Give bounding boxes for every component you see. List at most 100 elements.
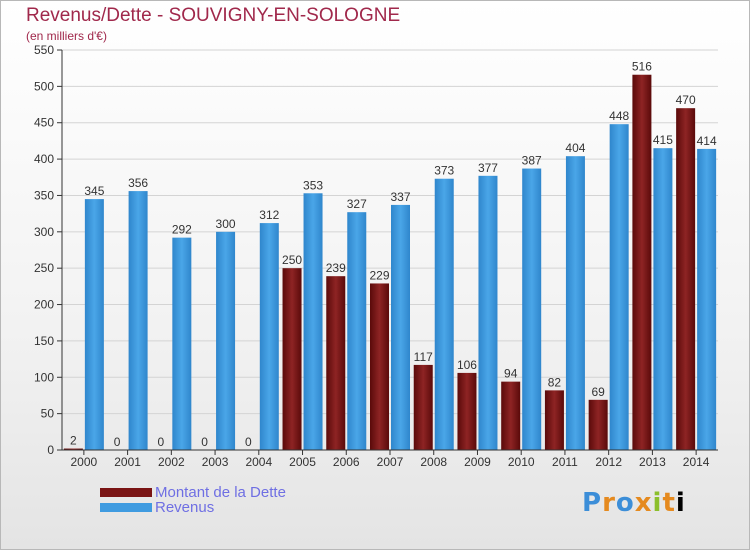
bar-revenus <box>434 178 454 450</box>
data-label-revenus: 337 <box>390 190 410 204</box>
logo-letter: x <box>634 488 653 518</box>
x-tick-label: 2000 <box>71 455 98 469</box>
data-label-dette: 2 <box>70 434 77 448</box>
y-tick-label: 50 <box>41 407 55 421</box>
data-label-dette: 94 <box>504 367 518 381</box>
x-tick-label: 2005 <box>289 455 316 469</box>
legend-swatch-debt <box>100 488 152 497</box>
logo-letter: o <box>615 488 635 518</box>
bar-dette <box>413 364 433 450</box>
y-tick-label: 550 <box>34 43 54 57</box>
data-label-dette: 0 <box>114 435 121 449</box>
data-label-revenus: 387 <box>522 154 542 168</box>
bar-dette <box>588 399 608 450</box>
bar-revenus <box>259 223 279 450</box>
data-label-revenus: 353 <box>303 178 323 192</box>
x-tick-label: 2011 <box>552 455 578 469</box>
y-tick-label: 300 <box>34 225 54 239</box>
bar-revenus <box>697 148 717 450</box>
x-tick-label: 2003 <box>202 455 229 469</box>
y-tick-label: 200 <box>34 298 54 312</box>
bar-dette <box>370 283 389 450</box>
data-label-dette: 470 <box>676 93 696 107</box>
x-tick-label: 2001 <box>114 455 141 469</box>
bar-revenus <box>609 124 629 450</box>
data-label-dette: 0 <box>157 435 164 449</box>
bar-dette <box>282 268 302 450</box>
bar-dette <box>326 276 346 450</box>
bars <box>63 74 717 451</box>
bar-revenus <box>478 175 498 450</box>
legend-swatch-revenus <box>100 503 152 512</box>
bar-dette <box>632 74 652 451</box>
y-tick-label: 400 <box>34 152 54 166</box>
bar-revenus <box>391 204 410 450</box>
y-tick-label: 0 <box>47 443 54 457</box>
logo-letter: i <box>675 488 686 518</box>
data-label-revenus: 448 <box>609 109 629 123</box>
x-tick-label: 2009 <box>464 455 491 469</box>
data-label-dette: 69 <box>591 385 605 399</box>
bar-revenus <box>347 212 367 450</box>
data-label-revenus: 356 <box>128 176 148 190</box>
data-label-revenus: 404 <box>565 141 585 155</box>
x-tick-label: 2002 <box>158 455 185 469</box>
bar-dette <box>63 448 83 450</box>
logo-letter: P <box>582 488 603 518</box>
logo-letter: i <box>652 488 663 518</box>
data-label-revenus: 327 <box>347 197 367 211</box>
legend-label-revenus: Revenus <box>155 499 215 516</box>
logo-letter: r <box>602 488 616 518</box>
legend-label-debt: Montant de la Dette <box>155 484 286 501</box>
bar-revenus <box>216 231 236 450</box>
bar-revenus <box>128 191 148 450</box>
chart-title: Revenus/Dette - SOUVIGNY-EN-SOLOGNE <box>26 5 401 26</box>
data-label-revenus: 312 <box>259 208 279 222</box>
bar-dette <box>501 381 521 450</box>
data-label-dette: 516 <box>632 60 652 74</box>
data-label-revenus: 414 <box>697 134 717 148</box>
data-label-revenus: 345 <box>84 184 104 198</box>
bar-revenus <box>172 237 192 450</box>
bar-dette <box>457 372 477 450</box>
data-label-revenus: 300 <box>216 217 236 231</box>
data-label-dette: 250 <box>282 253 302 267</box>
bar-dette <box>676 108 696 450</box>
x-tick-label: 2013 <box>639 455 666 469</box>
bar-revenus <box>303 193 323 451</box>
bar-revenus <box>565 156 585 450</box>
logo-letter: t <box>662 488 676 518</box>
data-labels: 2 345 0 356 0 292 0 300 0 312 250 353 239 327 229 337 11… <box>70 60 717 449</box>
gridlines <box>62 49 718 451</box>
data-label-revenus: 415 <box>653 133 673 147</box>
y-tick-label: 500 <box>34 79 54 93</box>
bar-revenus <box>653 148 673 450</box>
y-tick-label: 450 <box>34 116 54 130</box>
data-label-dette: 239 <box>326 261 346 275</box>
data-label-dette: 0 <box>201 435 208 449</box>
y-tick-label: 350 <box>34 188 54 202</box>
x-tick-label: 2004 <box>245 455 272 469</box>
y-tick-label: 100 <box>34 370 54 384</box>
y-tick-label: 150 <box>34 334 54 348</box>
x-tick-label: 2014 <box>683 455 710 469</box>
data-label-dette: 229 <box>369 268 389 282</box>
data-label-dette: 106 <box>457 358 477 372</box>
bar-revenus <box>84 199 104 450</box>
data-label-dette: 82 <box>548 375 562 389</box>
bar-dette <box>544 390 564 450</box>
x-tick-label: 2010 <box>508 455 535 469</box>
data-label-revenus: 373 <box>434 164 454 178</box>
proxiti-logo: Proxiti <box>582 488 686 518</box>
data-label-dette: 117 <box>414 350 433 364</box>
y-tick-label: 250 <box>34 261 54 275</box>
bar-revenus <box>522 168 542 450</box>
chart-subtitle: (en milliers d'€) <box>26 29 107 43</box>
x-tick-label: 2006 <box>333 455 360 469</box>
x-tick-label: 2008 <box>420 455 447 469</box>
data-label-revenus: 377 <box>478 161 498 175</box>
x-tick-label: 2012 <box>595 455 622 469</box>
data-label-revenus: 292 <box>172 223 192 237</box>
